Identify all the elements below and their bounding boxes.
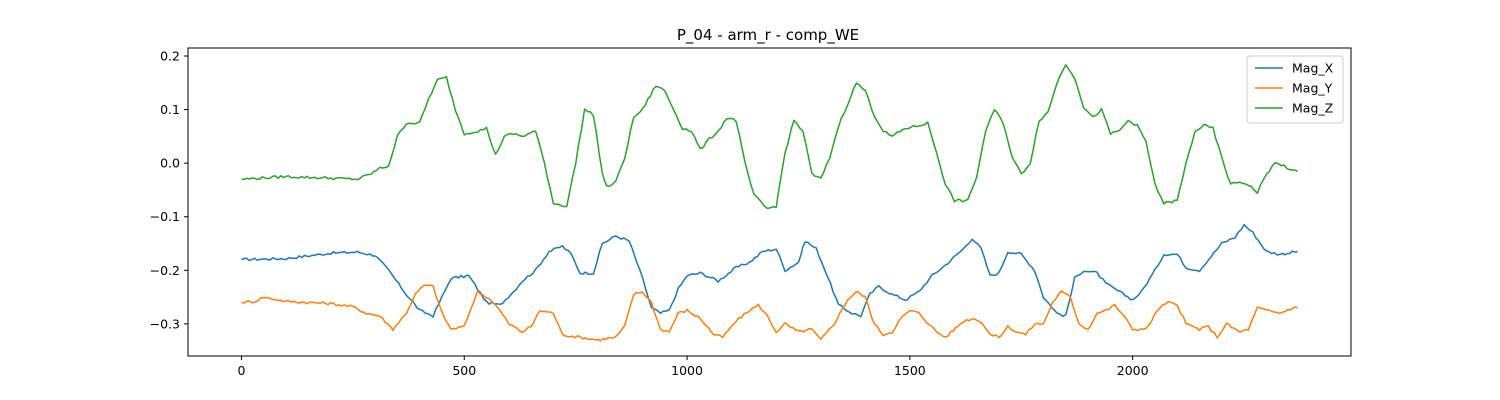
y-tick-label: 0.0 — [160, 156, 180, 171]
y-tick-label: 0.2 — [160, 49, 180, 64]
x-tick-label: 0 — [237, 363, 245, 378]
y-axis: 0.2 0.1 0.0 −0.1 −0.2 −0.3 — [150, 49, 188, 331]
x-tick-label: 1500 — [894, 363, 926, 378]
series-line-mag-y — [241, 284, 1298, 342]
y-tick-label: −0.1 — [150, 209, 180, 224]
legend-box — [1246, 55, 1344, 124]
x-axis: 0 500 1000 1500 2000 — [237, 356, 1149, 378]
y-tick-label: 0.1 — [160, 102, 180, 117]
plot-area — [241, 64, 1298, 342]
y-tick-label: −0.3 — [150, 316, 180, 331]
legend-label: Mag_X — [1292, 61, 1334, 76]
x-tick-label: 2000 — [1117, 363, 1149, 378]
legend: Mag_X Mag_Y Mag_Z — [1246, 55, 1344, 124]
series-line-mag-x — [241, 223, 1298, 318]
series-line-mag-z — [241, 64, 1298, 210]
x-tick-label: 1000 — [671, 363, 703, 378]
chart-title: P_04 - arm_r - comp_WE — [677, 26, 859, 45]
y-tick-label: −0.2 — [150, 263, 180, 278]
x-tick-label: 500 — [452, 363, 476, 378]
legend-label: Mag_Z — [1292, 101, 1333, 116]
legend-label: Mag_Y — [1292, 81, 1333, 96]
axes-frame — [187, 47, 1352, 357]
